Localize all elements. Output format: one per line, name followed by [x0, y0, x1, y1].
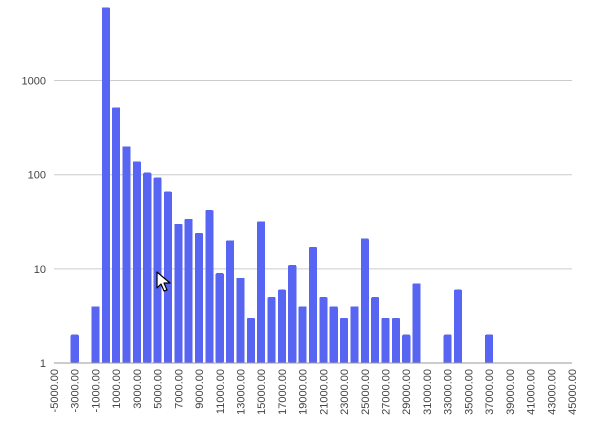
histogram-bar[interactable]: [153, 177, 162, 363]
histogram-bar[interactable]: [371, 297, 380, 363]
x-tick-label: 31000.00: [422, 369, 434, 415]
histogram-bar[interactable]: [412, 283, 421, 363]
x-tick-label: 9000.00: [194, 369, 206, 409]
histogram-bar[interactable]: [236, 277, 245, 363]
x-tick-label: 11000.00: [215, 369, 227, 414]
y-tick-label: 100: [28, 170, 46, 182]
histogram-bar[interactable]: [174, 223, 183, 363]
mouse-cursor-icon: [156, 271, 171, 292]
histogram-bar[interactable]: [163, 191, 172, 363]
histogram-bar[interactable]: [257, 221, 266, 363]
x-tick-label: 1000.00: [111, 369, 123, 409]
y-axis-ticks: 1 10 100 1000: [22, 76, 46, 370]
histogram-bar[interactable]: [319, 297, 328, 363]
histogram-bar[interactable]: [226, 240, 235, 364]
histogram-bar[interactable]: [112, 107, 121, 363]
x-tick-label: 5000.00: [153, 369, 165, 409]
x-tick-label: 37000.00: [484, 369, 496, 415]
x-tick-label: 35000.00: [463, 369, 475, 415]
x-tick-label: 29000.00: [401, 369, 413, 415]
histogram-bar[interactable]: [340, 318, 349, 363]
y-tick-label: 1: [40, 358, 46, 370]
x-tick-label: 43000.00: [546, 369, 558, 415]
histogram-bar[interactable]: [443, 334, 452, 363]
x-tick-label: 27000.00: [381, 369, 393, 415]
histogram-bar[interactable]: [277, 289, 286, 363]
histogram-bar[interactable]: [267, 297, 276, 363]
histogram-bar[interactable]: [132, 161, 141, 363]
histogram-bar[interactable]: [298, 306, 307, 363]
x-tick-label: 45000.00: [567, 369, 579, 415]
x-tick-label: 25000.00: [360, 369, 372, 415]
x-tick-label: -3000.00: [70, 369, 82, 412]
histogram-bar[interactable]: [391, 318, 400, 363]
histogram-bar[interactable]: [381, 318, 390, 363]
histogram-bar[interactable]: [246, 318, 255, 363]
histogram-bar[interactable]: [215, 273, 224, 363]
x-tick-label: 17000.00: [277, 369, 289, 415]
x-tick-label: 13000.00: [235, 369, 247, 415]
histogram-bar[interactable]: [195, 233, 204, 363]
histogram-bar[interactable]: [205, 210, 214, 363]
x-tick-label: -1000.00: [90, 369, 102, 412]
x-tick-label: 41000.00: [526, 369, 538, 415]
x-tick-label: 3000.00: [132, 369, 144, 409]
grid-lines: [54, 80, 572, 270]
histogram-bar[interactable]: [288, 264, 297, 363]
histogram-bar[interactable]: [454, 289, 463, 363]
histogram-bar[interactable]: [402, 334, 411, 363]
y-tick-label: 1000: [22, 76, 46, 88]
x-tick-label: 19000.00: [298, 369, 310, 415]
x-tick-label: 23000.00: [339, 369, 351, 415]
histogram-bar[interactable]: [485, 334, 494, 363]
x-tick-label: 21000.00: [318, 369, 330, 415]
y-tick-label: 10: [34, 264, 46, 276]
x-tick-label: 33000.00: [443, 369, 455, 415]
x-tick-label: -5000.00: [49, 369, 61, 412]
x-axis-ticks: -5000.00 -3000.00 -1000.00 1000.00 3000.00 50…: [49, 369, 579, 415]
x-tick-label: 39000.00: [505, 369, 517, 415]
histogram-bar[interactable]: [70, 334, 79, 363]
histogram-bar[interactable]: [122, 146, 131, 363]
histogram-bar[interactable]: [184, 218, 193, 363]
x-tick-label: 7000.00: [173, 369, 185, 409]
histogram-bar[interactable]: [143, 172, 152, 363]
x-tick-label: 15000.00: [256, 369, 268, 415]
histogram-bar[interactable]: [360, 238, 369, 363]
histogram-bar[interactable]: [91, 306, 100, 363]
histogram-bar[interactable]: [308, 247, 318, 363]
histogram-bar[interactable]: [101, 7, 110, 364]
histogram-bar[interactable]: [350, 306, 359, 363]
histogram-bar[interactable]: [329, 306, 338, 363]
bars: [70, 7, 494, 364]
